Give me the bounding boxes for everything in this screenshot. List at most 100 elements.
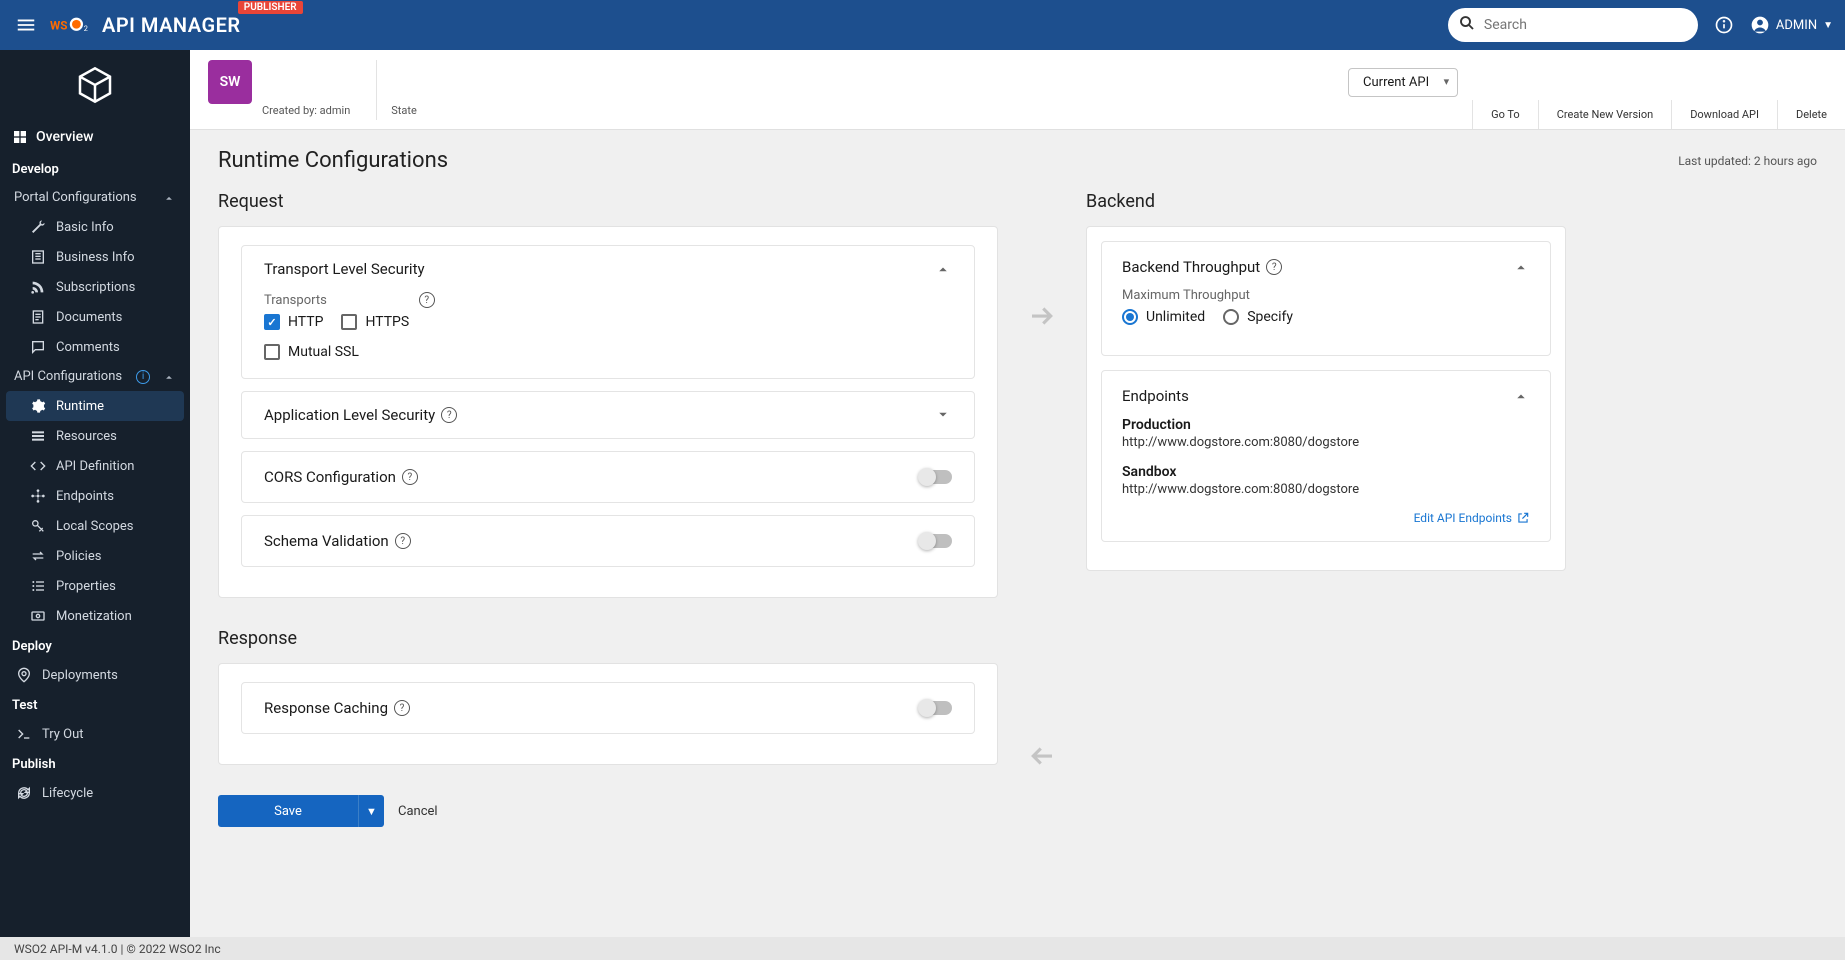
logo[interactable]: WS 2 API MANAGER PUBLISHER bbox=[50, 13, 241, 37]
tls-toggle-header[interactable]: Transport Level Security bbox=[242, 246, 974, 292]
nav-resources[interactable]: Resources bbox=[0, 421, 190, 451]
production-url: http://www.dogstore.com:8080/dogstore bbox=[1122, 435, 1530, 450]
title: Endpoints bbox=[1122, 387, 1189, 405]
chevron-down-icon: ▼ bbox=[1823, 20, 1833, 31]
save-dropdown-button[interactable]: ▼ bbox=[358, 795, 384, 827]
api-state: State bbox=[391, 104, 429, 129]
nav-label: API Definition bbox=[56, 459, 134, 474]
help-icon[interactable]: ? bbox=[419, 292, 435, 308]
nav-label: Try Out bbox=[42, 727, 84, 742]
nav-try-out[interactable]: Try Out bbox=[0, 719, 190, 749]
download-api-button[interactable]: Download API bbox=[1671, 100, 1777, 129]
help-icon[interactable]: ? bbox=[441, 407, 457, 423]
help-icon[interactable]: ? bbox=[402, 469, 418, 485]
menu-toggle-button[interactable] bbox=[8, 7, 44, 43]
nav-label: Policies bbox=[56, 549, 101, 564]
key-icon bbox=[30, 518, 46, 534]
cancel-button[interactable]: Cancel bbox=[398, 795, 438, 827]
specify-radio[interactable]: Specify bbox=[1223, 309, 1293, 325]
nav-label: Documents bbox=[56, 310, 122, 325]
response-heading: Response bbox=[218, 628, 998, 649]
schema-validation-panel: Schema Validation? bbox=[241, 515, 975, 567]
cube-icon bbox=[75, 65, 115, 105]
chevron-up-icon[interactable] bbox=[1512, 387, 1530, 405]
go-to-button[interactable]: Go To bbox=[1472, 100, 1538, 129]
label: CORS Configuration bbox=[264, 468, 396, 486]
nav-subscriptions[interactable]: Subscriptions bbox=[0, 272, 190, 302]
sandbox-url: http://www.dogstore.com:8080/dogstore bbox=[1122, 482, 1530, 497]
product-name: API MANAGER bbox=[102, 13, 241, 37]
label: Create New Version bbox=[1557, 108, 1653, 121]
response-caching-toggle[interactable] bbox=[920, 701, 952, 715]
nav-business-info[interactable]: Business Info bbox=[0, 242, 190, 272]
search-input[interactable] bbox=[1448, 8, 1698, 42]
chevron-up-icon[interactable] bbox=[1512, 258, 1530, 276]
nav-deploy-heading: Deploy bbox=[0, 631, 190, 660]
mutual-ssl-checkbox[interactable]: Mutual SSL bbox=[264, 344, 952, 360]
help-icon[interactable]: ? bbox=[394, 700, 410, 716]
https-checkbox[interactable]: HTTPS bbox=[341, 314, 409, 330]
endpoints-panel: Endpoints Production http://www.dogstore… bbox=[1101, 370, 1551, 542]
schema-toggle[interactable] bbox=[920, 534, 952, 548]
help-icon[interactable]: ? bbox=[395, 533, 411, 549]
info-button[interactable] bbox=[1706, 7, 1742, 43]
nav-portal-label: Portal Configurations bbox=[14, 190, 137, 205]
nav-label: Resources bbox=[56, 429, 117, 444]
nav-documents[interactable]: Documents bbox=[0, 302, 190, 332]
nav-deployments[interactable]: Deployments bbox=[0, 660, 190, 690]
backend-throughput-panel: Backend Throughput? Maximum Throughput U… bbox=[1101, 241, 1551, 356]
nav-api-definition[interactable]: API Definition bbox=[0, 451, 190, 481]
external-link-icon bbox=[1516, 511, 1530, 525]
user-menu[interactable]: ADMIN ▼ bbox=[1750, 15, 1833, 35]
action-buttons: Save ▼ Cancel bbox=[218, 795, 998, 827]
nav-test-heading: Test bbox=[0, 690, 190, 719]
nav-lifecycle[interactable]: Lifecycle bbox=[0, 778, 190, 808]
create-new-version-button[interactable]: Create New Version bbox=[1538, 100, 1671, 129]
nav-basic-info[interactable]: Basic Info bbox=[0, 212, 190, 242]
nav-overview-label: Overview bbox=[36, 129, 93, 145]
nav-policies[interactable]: Policies bbox=[0, 541, 190, 571]
nav-api-configurations[interactable]: API Configurationsi bbox=[0, 362, 190, 391]
user-name: ADMIN bbox=[1776, 18, 1817, 33]
main-content: SW Created by: admin State Current API G… bbox=[190, 50, 1845, 937]
nav-comments[interactable]: Comments bbox=[0, 332, 190, 362]
page-title: Runtime Configurations bbox=[218, 148, 448, 173]
arrow-left-icon bbox=[1022, 741, 1062, 771]
label: HTTPS bbox=[365, 314, 409, 330]
app-level-header[interactable]: Application Level Security? bbox=[242, 392, 974, 438]
max-throughput-label: Maximum Throughput bbox=[1122, 288, 1530, 303]
label: Specify bbox=[1247, 309, 1293, 325]
nav-monetization[interactable]: Monetization bbox=[0, 601, 190, 631]
delete-button[interactable]: Delete bbox=[1777, 100, 1845, 129]
cors-toggle[interactable] bbox=[920, 470, 952, 484]
money-icon bbox=[30, 608, 46, 624]
save-button[interactable]: Save bbox=[218, 795, 358, 827]
publisher-badge: PUBLISHER bbox=[238, 1, 303, 14]
http-checkbox[interactable]: HTTP bbox=[264, 314, 323, 330]
label: Application Level Security bbox=[264, 406, 435, 424]
nav-properties[interactable]: Properties bbox=[0, 571, 190, 601]
checkbox-icon bbox=[341, 314, 357, 330]
nav-label: Endpoints bbox=[56, 489, 114, 504]
label: Response Caching bbox=[264, 699, 388, 717]
help-icon[interactable]: ? bbox=[1266, 259, 1282, 275]
nav-label: Runtime bbox=[56, 399, 104, 414]
current-api-dropdown[interactable]: Current API bbox=[1348, 68, 1458, 97]
rss-icon bbox=[30, 279, 46, 295]
cors-panel: CORS Configuration? bbox=[241, 451, 975, 503]
edit-endpoints-link[interactable]: Edit API Endpoints bbox=[1414, 511, 1530, 525]
nav-overview[interactable]: Overview bbox=[0, 120, 190, 154]
nav-runtime[interactable]: Runtime bbox=[6, 391, 184, 421]
nav-endpoints[interactable]: Endpoints bbox=[0, 481, 190, 511]
endpoints-icon bbox=[30, 488, 46, 504]
checkbox-icon bbox=[264, 314, 280, 330]
nav-label: Properties bbox=[56, 579, 116, 594]
nav-portal-configurations[interactable]: Portal Configurations bbox=[0, 183, 190, 212]
api-header-actions: Current API Go To Create New Version Dow… bbox=[1348, 50, 1845, 129]
checkbox-icon bbox=[264, 344, 280, 360]
backend-panel: Backend Throughput? Maximum Throughput U… bbox=[1086, 226, 1566, 571]
unlimited-radio[interactable]: Unlimited bbox=[1122, 309, 1205, 325]
nav-local-scopes[interactable]: Local Scopes bbox=[0, 511, 190, 541]
api-thumbnail: SW bbox=[208, 60, 252, 104]
sidebar-header-icon bbox=[0, 50, 190, 120]
